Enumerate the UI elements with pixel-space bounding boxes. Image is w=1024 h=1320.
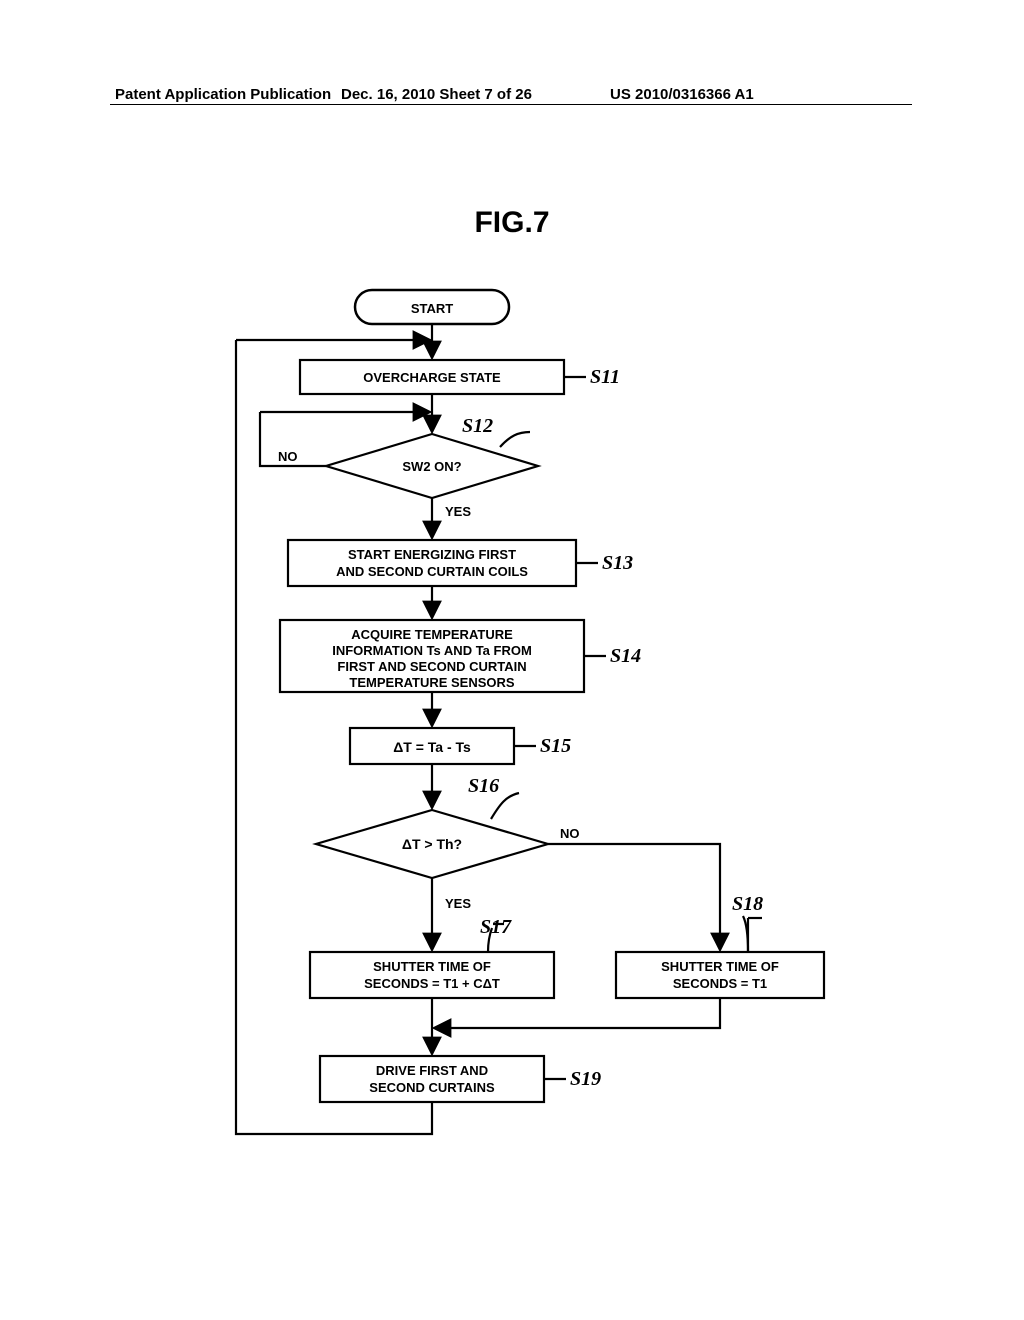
s18-l1: SHUTTER TIME OF bbox=[661, 959, 779, 974]
s11-step: S11 bbox=[590, 366, 620, 388]
s13-step: S13 bbox=[602, 552, 633, 574]
s16-label: ΔT > Th? bbox=[402, 836, 462, 852]
s18-step: S18 bbox=[732, 893, 763, 915]
header-rule bbox=[110, 104, 912, 105]
s18-l2: SECONDS = T1 bbox=[673, 976, 767, 991]
s12-no: NO bbox=[278, 449, 298, 464]
s19-l1: DRIVE FIRST AND bbox=[376, 1063, 488, 1078]
s15-step: S15 bbox=[540, 735, 571, 757]
s16-step: S16 bbox=[468, 775, 499, 797]
s12-step: S12 bbox=[462, 415, 493, 437]
start-label: START bbox=[411, 301, 453, 316]
s12-label: SW2 ON? bbox=[402, 459, 461, 474]
s14-step: S14 bbox=[610, 645, 641, 667]
s13-l2: AND SECOND CURTAIN COILS bbox=[336, 564, 528, 579]
s17-step: S17 bbox=[480, 916, 512, 938]
s17-l1: SHUTTER TIME OF bbox=[373, 959, 491, 974]
s14-l4: TEMPERATURE SENSORS bbox=[349, 675, 514, 690]
s13-l1: START ENERGIZING FIRST bbox=[348, 547, 516, 562]
s19-l2: SECOND CURTAINS bbox=[369, 1080, 495, 1095]
header-left: Patent Application Publication bbox=[115, 86, 331, 103]
header-middle: Dec. 16, 2010 Sheet 7 of 26 bbox=[341, 86, 532, 103]
flowchart: START OVERCHARGE STATE S11 SW2 ON? S12 N… bbox=[200, 284, 920, 1224]
s16-no: NO bbox=[560, 826, 580, 841]
s14-l2: INFORMATION Ts AND Ta FROM bbox=[332, 643, 532, 658]
s15-label: ΔT = Ta - Ts bbox=[393, 739, 471, 755]
s16-yes: YES bbox=[445, 896, 471, 911]
header-right: US 2010/0316366 A1 bbox=[610, 86, 754, 103]
s14-l3: FIRST AND SECOND CURTAIN bbox=[337, 659, 526, 674]
s19-step: S19 bbox=[570, 1068, 601, 1090]
s11-label: OVERCHARGE STATE bbox=[363, 370, 501, 385]
s12-yes: YES bbox=[445, 504, 471, 519]
s14-l1: ACQUIRE TEMPERATURE bbox=[351, 627, 513, 642]
s17-l2: SECONDS = T1 + CΔT bbox=[364, 976, 500, 991]
figure-title: FIG.7 bbox=[0, 206, 1024, 240]
